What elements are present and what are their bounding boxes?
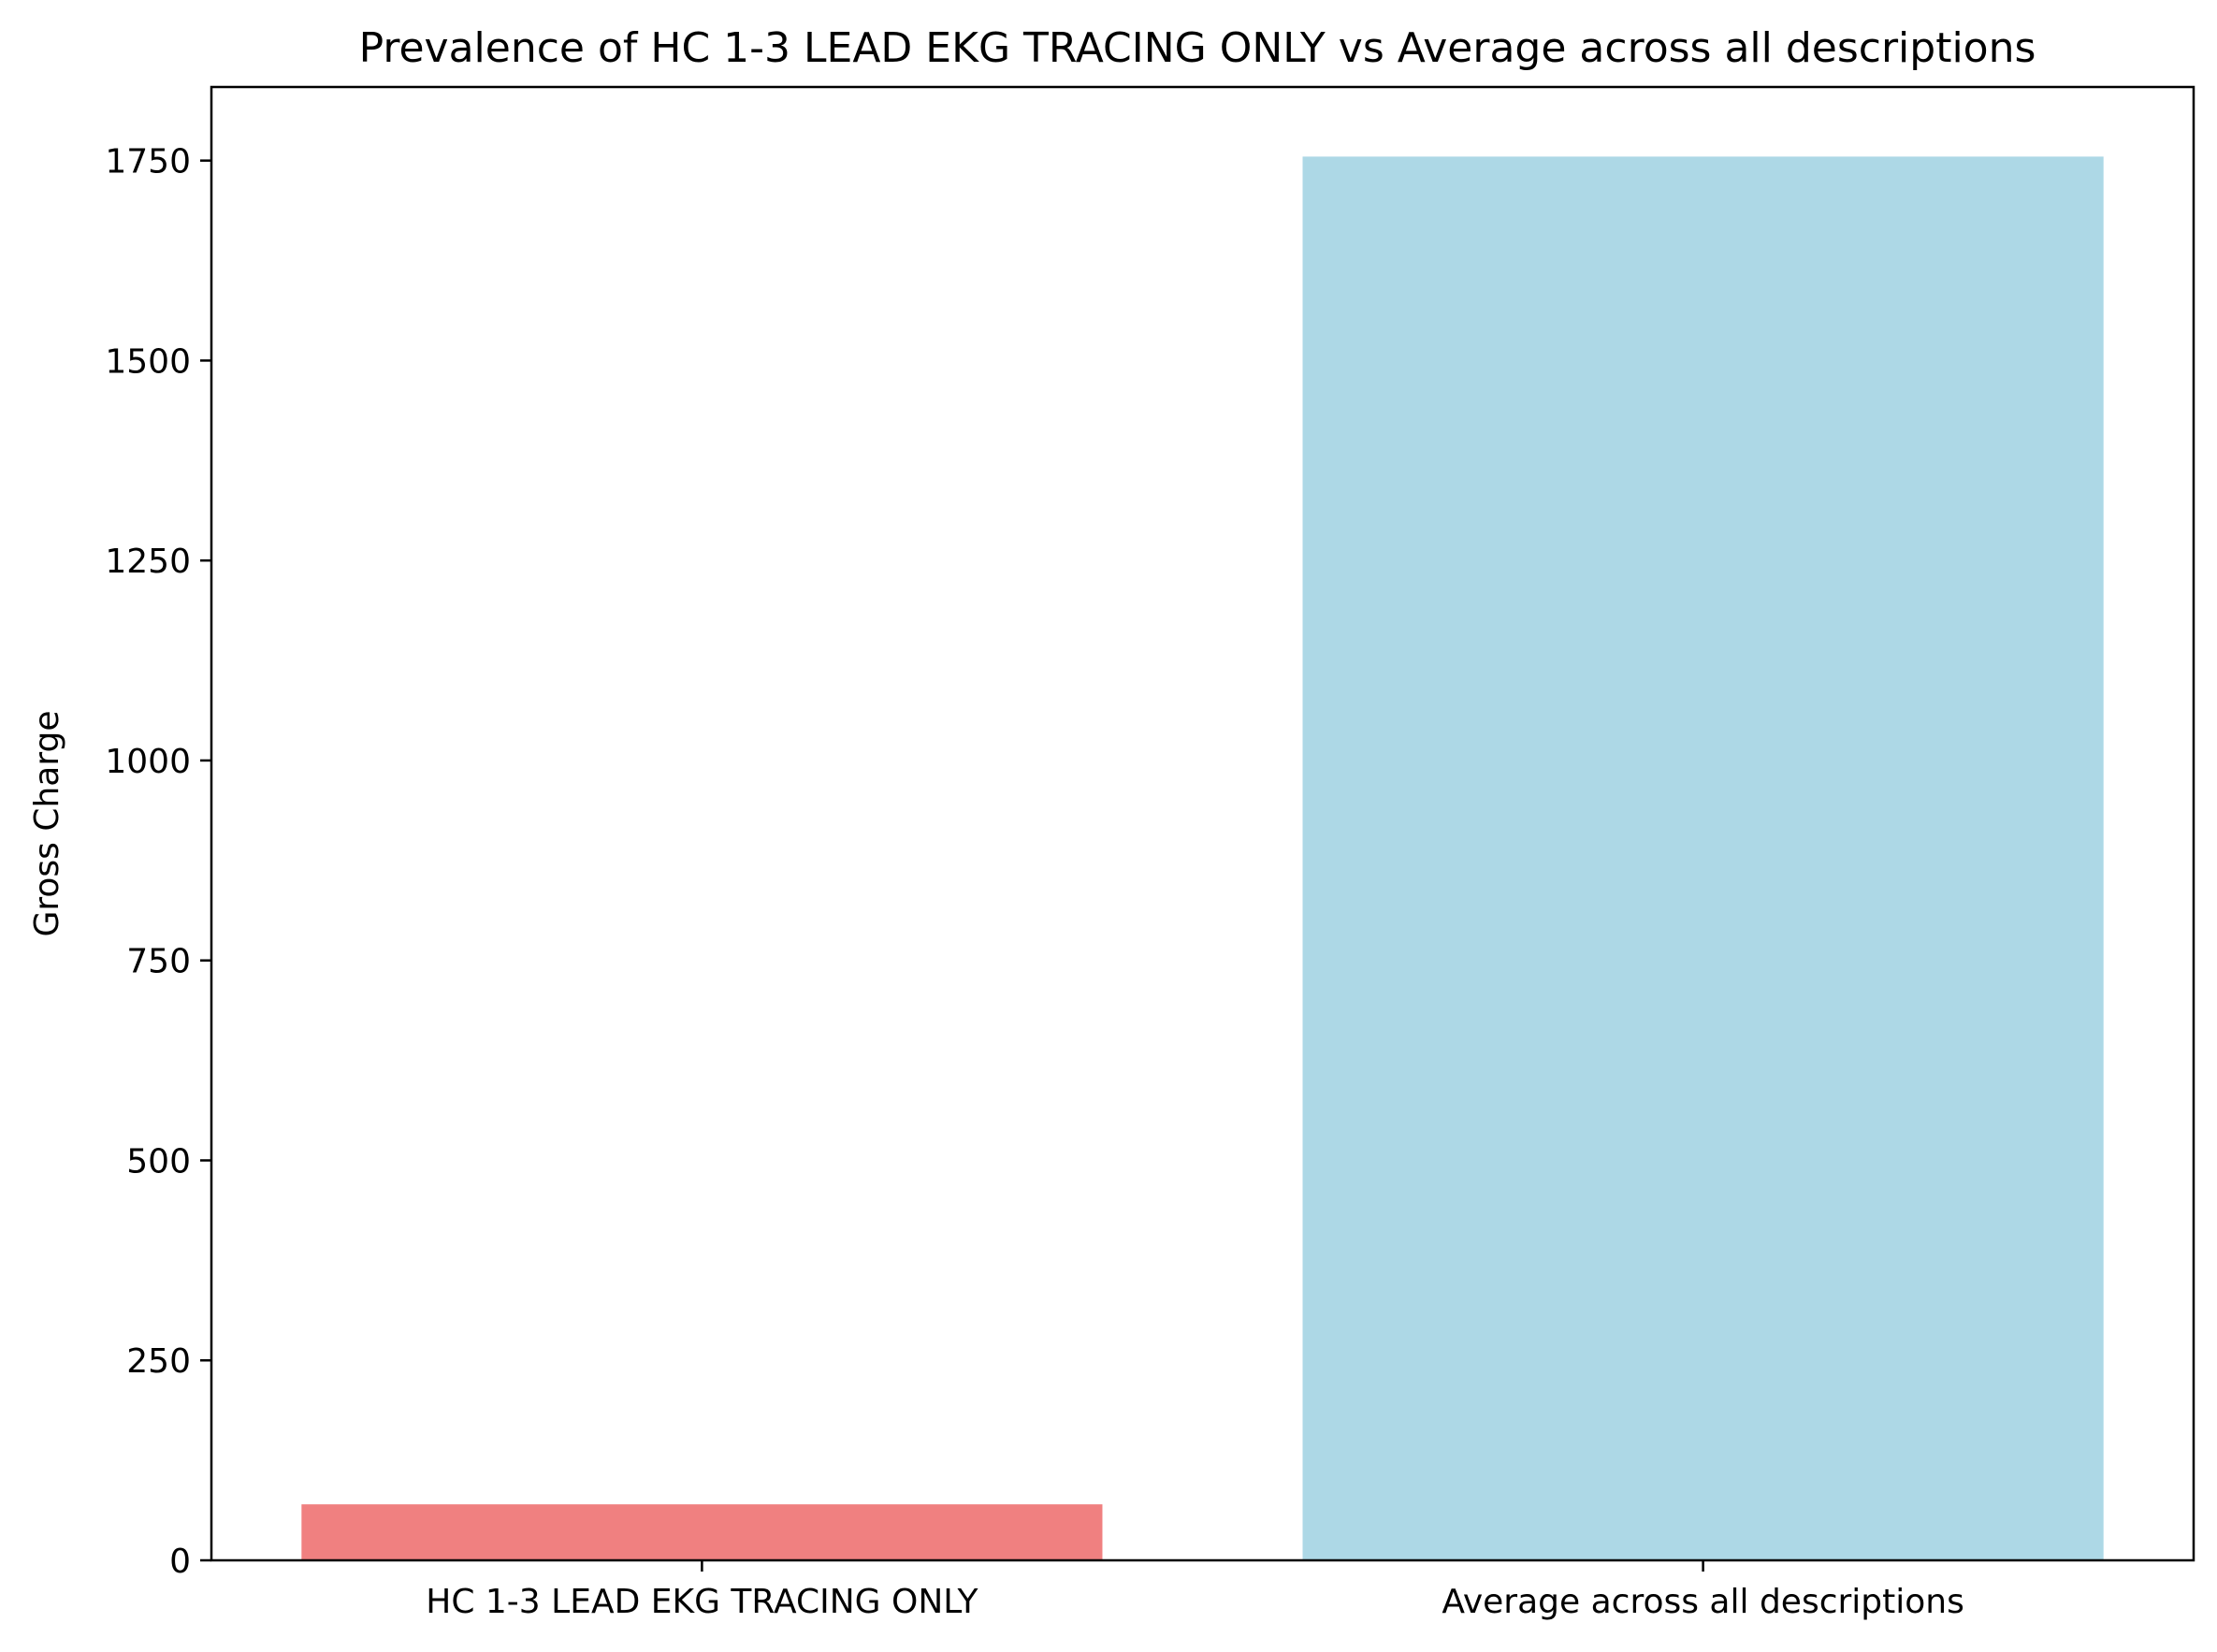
y-tick-label-2: 500 xyxy=(126,1142,191,1181)
bar-0 xyxy=(301,1504,1103,1560)
x-tick-label-0: HC 1-3 LEAD EKG TRACING ONLY xyxy=(426,1583,978,1621)
y-tick-label-3: 750 xyxy=(126,943,191,981)
bar-1 xyxy=(1302,156,2104,1560)
bars-layer xyxy=(301,156,2104,1560)
y-tick-label-6: 1500 xyxy=(105,342,191,381)
x-tick-label-1: Average across all descriptions xyxy=(1442,1583,1964,1621)
y-tick-label-1: 250 xyxy=(126,1342,191,1381)
x-ticks-layer: HC 1-3 LEAD EKG TRACING ONLY Average acro… xyxy=(426,1560,1964,1621)
y-ticks-layer: 0 250 500 750 1000 1250 1500 1750 xyxy=(105,143,211,1581)
y-tick-label-0: 0 xyxy=(169,1543,191,1581)
plot-frame xyxy=(210,85,2195,1562)
y-tick-label-7: 1750 xyxy=(105,143,191,181)
chart-title: Prevalence of HC 1-3 LEAD EKG TRACING ON… xyxy=(359,24,2036,72)
y-tick-label-4: 1000 xyxy=(105,743,191,781)
y-tick-label-5: 1250 xyxy=(105,543,191,581)
y-axis-label: Gross Charge xyxy=(28,710,66,936)
